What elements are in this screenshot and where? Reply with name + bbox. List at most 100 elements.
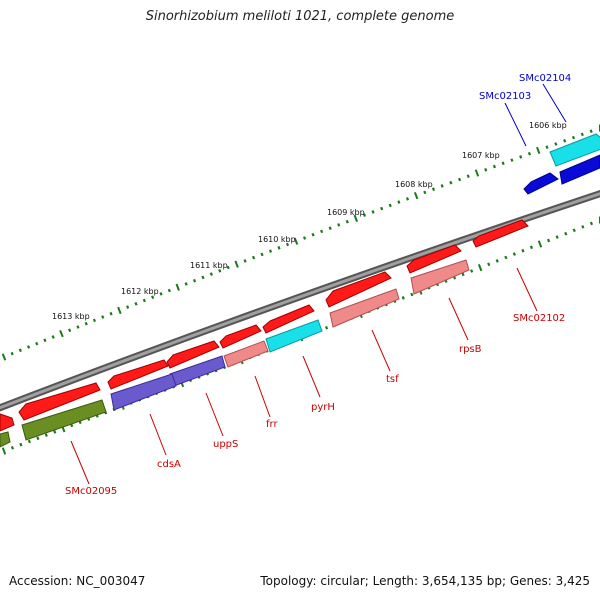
minor-tick [487,262,491,267]
minor-tick [388,203,392,208]
gene-product-pyrh[interactable] [265,319,323,353]
major-tick [1,353,7,361]
gene-product-cdsa[interactable] [110,373,177,411]
minor-tick [484,168,488,172]
minor-tick [371,210,375,214]
minor-tick [324,325,329,330]
leader-smc02102 [516,267,538,312]
gene-product-left-edge[interactable] [0,431,11,448]
major-tick [117,306,122,315]
minor-tick [581,225,585,229]
label-frr: frr [266,419,278,430]
minor-tick [19,442,23,447]
minor-tick [53,430,57,434]
accession-text: Accession: NC_003047 [9,574,146,588]
gene-cdsa[interactable] [107,359,169,390]
minor-tick [563,138,567,143]
gene-smc02102[interactable] [472,219,529,248]
minor-tick [492,164,496,169]
leader-uppss [205,392,224,437]
minor-tick [27,439,31,444]
minor-tick [126,305,130,309]
leader-smc02095 [70,440,90,485]
minor-tick [555,235,559,239]
minor-tick [184,282,188,286]
gene-product-smc02095[interactable] [21,399,107,441]
leader-pyrh [302,355,321,398]
minor-tick [218,268,222,273]
gene-labels: SMc02104 SMc02103 SMc02102 rpsB tsf pyrH… [65,73,571,497]
major-tick [234,260,239,268]
gene-smc02103[interactable] [523,172,559,195]
outer-tick-track [1,124,600,361]
minor-tick [495,259,499,263]
minor-tick [337,223,341,227]
gene-product-rpsb[interactable] [410,259,470,295]
minor-tick [440,184,444,188]
label-cdsa: cdsA [157,459,181,470]
gene-blue-2[interactable] [559,154,600,185]
minor-tick [192,278,197,283]
minor-tick [401,296,405,300]
scale-label-1606: 1606 kbp [529,121,567,130]
map-title: Sinorhizobium meliloti 1021, complete ge… [145,9,455,24]
minor-tick [36,436,40,441]
minor-tick [209,272,213,276]
scale-labels: 1606 kbp 1607 kbp 1608 kbp 1609 kbp 1610… [52,121,567,321]
minor-tick [68,328,72,333]
minor-tick [564,231,568,236]
gene-pyrh[interactable] [262,304,315,334]
scale-label-1607: 1607 kbp [462,151,500,160]
minor-tick [504,255,508,260]
minor-tick [449,180,453,185]
gene-rpsb[interactable] [406,244,462,274]
minor-tick [510,158,514,162]
topology-summary-text: Topology: circular; Length: 3,654,135 bp… [260,574,590,588]
leader-cdsa [149,413,167,456]
minor-tick [302,236,307,240]
minor-tick [572,228,576,233]
gene-smc02104[interactable] [549,133,600,167]
major-tick [293,237,299,245]
minor-tick [519,155,523,159]
gene-smc02095[interactable] [18,382,101,421]
gene-left-edge[interactable] [0,413,15,432]
gene-frr[interactable] [219,324,262,349]
minor-tick [423,190,427,195]
minor-tick [142,298,146,303]
minor-tick [201,275,205,280]
leader-rpsb [448,297,469,341]
label-smc02103: SMc02103 [479,91,531,102]
minor-tick [18,348,22,353]
minor-tick [311,232,315,237]
gene-product-tsf[interactable] [329,288,400,328]
minor-tick [527,151,532,156]
label-pyrh: pyrH [311,402,335,413]
minor-tick [277,246,281,250]
minor-tick [362,213,367,217]
minor-tick [167,288,171,293]
gene-tsf[interactable] [325,271,392,308]
gene-uppss[interactable] [166,340,220,369]
minor-tick [405,197,410,201]
major-tick [474,169,480,177]
minor-tick [521,248,525,253]
minor-tick [51,335,55,339]
minor-tick [260,252,264,257]
minor-tick [35,341,39,346]
gene-product-frr[interactable] [223,340,269,368]
minor-tick [328,226,332,231]
scale-label-1611: 1611 kbp [190,261,228,270]
major-tick [413,192,419,200]
minor-tick [151,295,155,300]
minor-tick [10,351,14,356]
major-tick [353,214,359,223]
minor-tick [431,187,436,191]
leader-smc02103 [504,102,527,147]
minor-tick [554,142,558,146]
major-tick [1,447,7,455]
minor-tick [44,433,48,437]
scale-label-1608: 1608 kbp [395,180,433,189]
minor-tick [101,315,105,319]
scale-label-1612: 1612 kbp [121,287,159,296]
